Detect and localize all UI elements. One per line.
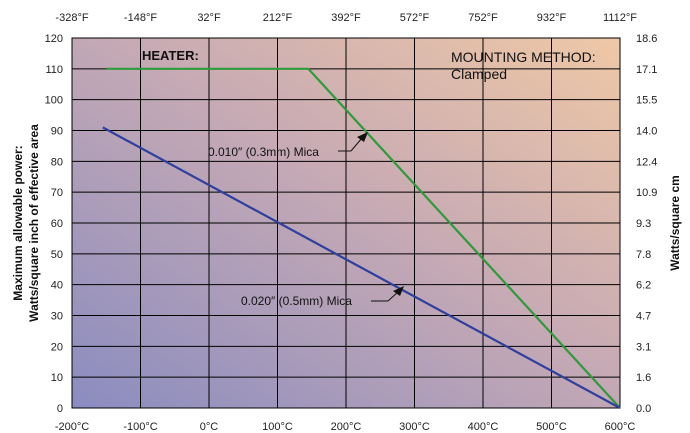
x-top-tick-label: 32°F <box>197 12 221 24</box>
x-top-tick-label: -148°F <box>124 12 157 24</box>
y-right-tick-label: 0.0 <box>636 403 651 415</box>
series-line-mica-010 <box>106 67 621 409</box>
x-top-tick-label: -328°F <box>55 12 88 24</box>
y-right-tick-label: 14.0 <box>636 126 657 138</box>
y-left-tick-label: 40 <box>51 280 63 292</box>
y-left-tick-label: 30 <box>51 311 63 323</box>
y-right-tick-label: 3.1 <box>636 341 651 353</box>
y-left-tick-label: 90 <box>51 126 63 138</box>
y-left-tick-label: 0 <box>57 403 63 415</box>
y-left-tick-label: 60 <box>51 218 63 230</box>
x-top-tick-label: 932°F <box>537 12 567 24</box>
x-bottom-tick-label: 400°C <box>468 421 499 433</box>
x-bottom-tick-label: 300°C <box>399 421 430 433</box>
y-axis-right-label: Watts/square cm <box>668 175 682 271</box>
bottom-tick-labels: -200°C -100°C 0°C 100°C 200°C 300°C 400°C 500°C… <box>55 421 636 433</box>
x-bottom-tick-label: -200°C <box>55 421 89 433</box>
series-line-mica-020 <box>102 126 621 409</box>
x-top-tick-label: 752°F <box>468 12 498 24</box>
y-right-tick-label: 17.1 <box>636 64 657 76</box>
x-bottom-tick-label: 200°C <box>331 421 362 433</box>
y-left-tick-label: 70 <box>51 187 63 199</box>
series-label-mica-020: 0.020″ (0.5mm) Mica <box>241 294 352 308</box>
y-right-tick-label: 9.3 <box>636 218 651 230</box>
y-axis-label-line2: Watts/square inch of effective area <box>27 124 41 322</box>
series-label-mica-010: 0.010″ (0.3mm) Mica <box>208 145 319 159</box>
y-left-tick-label: 110 <box>45 64 63 76</box>
y-right-tick-label: 18.6 <box>636 33 657 45</box>
plot-border <box>71 37 621 409</box>
x-top-tick-label: 212°F <box>263 12 293 24</box>
y-right-tick-label: 1.6 <box>636 372 651 384</box>
left-tick-labels: 0 10 20 30 40 50 60 70 80 90 100 110 120 <box>45 33 63 415</box>
y-right-tick-label: 12.4 <box>636 156 657 168</box>
grid-lines <box>72 38 620 408</box>
y-left-tick-label: 100 <box>45 95 63 107</box>
heater-label: HEATER: <box>142 48 199 63</box>
x-top-tick-label: 392°F <box>331 12 361 24</box>
x-bottom-tick-label: 600°C <box>605 421 636 433</box>
y-right-tick-label: 15.5 <box>636 95 657 107</box>
x-bottom-tick-label: 100°C <box>262 421 293 433</box>
y-left-tick-label: 50 <box>51 249 63 261</box>
y-right-tick-label: 4.7 <box>636 311 651 323</box>
y-left-tick-label: 20 <box>51 341 63 353</box>
annotation-leader-mica-010 <box>338 132 368 152</box>
top-tick-labels: -328°F -148°F 32°F 212°F 392°F 572°F 752°F 932°… <box>55 12 637 24</box>
mounting-method-value: Clamped <box>451 66 507 82</box>
right-tick-labels: 0.0 1.6 3.1 4.7 6.2 7.8 9.3 10.9 12.4 14.0 15.5 17.… <box>636 33 657 415</box>
y-right-tick-label: 6.2 <box>636 280 651 292</box>
x-bottom-tick-label: -100°C <box>123 421 157 433</box>
series-lines <box>102 67 621 409</box>
y-left-tick-label: 120 <box>45 33 63 45</box>
x-top-tick-label: 572°F <box>400 12 430 24</box>
mounting-method-label: MOUNTING METHOD: <box>451 49 596 65</box>
y-left-tick-label: 10 <box>51 372 63 384</box>
x-bottom-tick-label: 0°C <box>200 421 219 433</box>
annotation-leader-mica-020 <box>371 286 404 302</box>
y-left-tick-label: 80 <box>51 156 63 168</box>
y-right-tick-label: 7.8 <box>636 249 651 261</box>
y-axis-label-line1: Maximum allowable power: <box>11 145 25 300</box>
x-top-tick-label: 1112°F <box>603 12 637 24</box>
y-right-tick-label: 10.9 <box>636 187 657 199</box>
x-bottom-tick-label: 500°C <box>536 421 567 433</box>
